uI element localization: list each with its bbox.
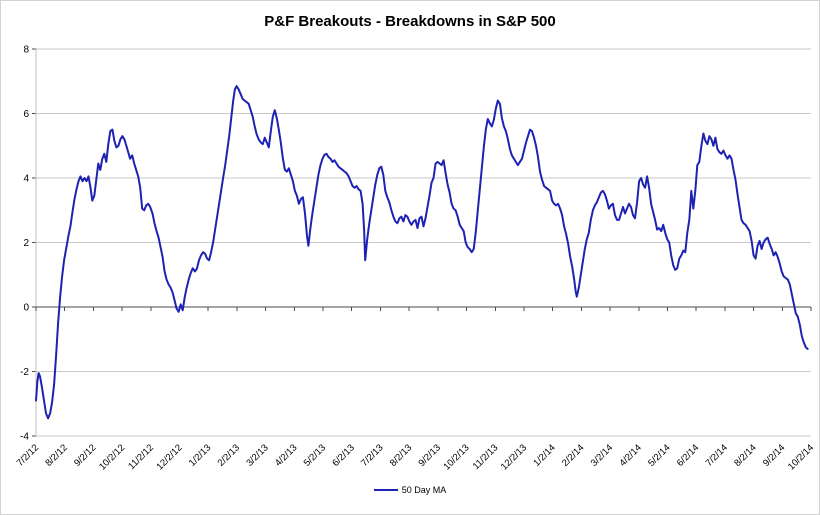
x-tick-label: 12/2/12 [154,442,184,472]
x-tick-label: 7/2/13 [359,442,385,468]
x-tick-label: 8/2/14 [732,442,758,468]
x-tick-label: 5/2/13 [302,442,328,468]
x-tick-label: 9/2/13 [417,442,443,468]
x-tick-label: 6/2/14 [675,442,701,468]
x-tick-label: 1/2/13 [187,442,213,468]
x-tick-label: 8/2/12 [43,442,69,468]
ma-line [35,85,809,420]
x-tick-label: 5/2/14 [646,442,672,468]
y-tick-label: 0 [23,303,29,314]
x-tick-label: 7/2/12 [15,442,41,468]
x-tick-label: 8/2/13 [388,442,414,468]
gridlines [36,48,811,437]
x-tick-label: 7/2/14 [704,442,730,468]
legend-line-swatch [373,489,398,491]
x-tick-label: 9/2/12 [72,442,98,468]
x-tick-label: 2/2/14 [560,442,586,468]
y-tick-label: -4 [20,432,29,443]
chart-title: P&F Breakouts - Breakdowns in S&P 500 [264,13,556,30]
x-tick-label: 2/2/13 [216,442,242,468]
y-tick-label: 8 [23,45,29,56]
legend: 50 Day MA [1,485,819,495]
x-tick-label: 10/2/13 [441,442,471,472]
x-tick-label: 11/2/12 [126,442,156,472]
x-tick-label: 1/2/14 [531,442,557,468]
y-tick-label: -2 [20,367,29,378]
x-tick-label: 11/2/13 [471,442,501,472]
x-tick-label: 4/2/13 [273,442,299,468]
x-tick-label: 3/2/14 [589,442,615,468]
y-axis-ticks [32,48,36,437]
legend-label: 50 Day MA [401,485,447,495]
y-axis-labels: 8 6 4 2 0 -2 -4 [20,45,29,443]
x-tick-label: 10/2/14 [786,442,816,472]
x-tick-label: 10/2/12 [97,442,127,472]
y-tick-label: 2 [23,238,29,249]
x-tick-label: 4/2/14 [617,442,643,468]
y-tick-label: 6 [23,109,29,120]
x-tick-label: 3/2/13 [244,442,270,468]
y-tick-label: 4 [23,174,29,185]
x-tick-label: 12/2/13 [499,442,529,472]
x-tick-label: 9/2/14 [761,442,787,468]
x-tick-label: 6/2/13 [330,442,356,468]
